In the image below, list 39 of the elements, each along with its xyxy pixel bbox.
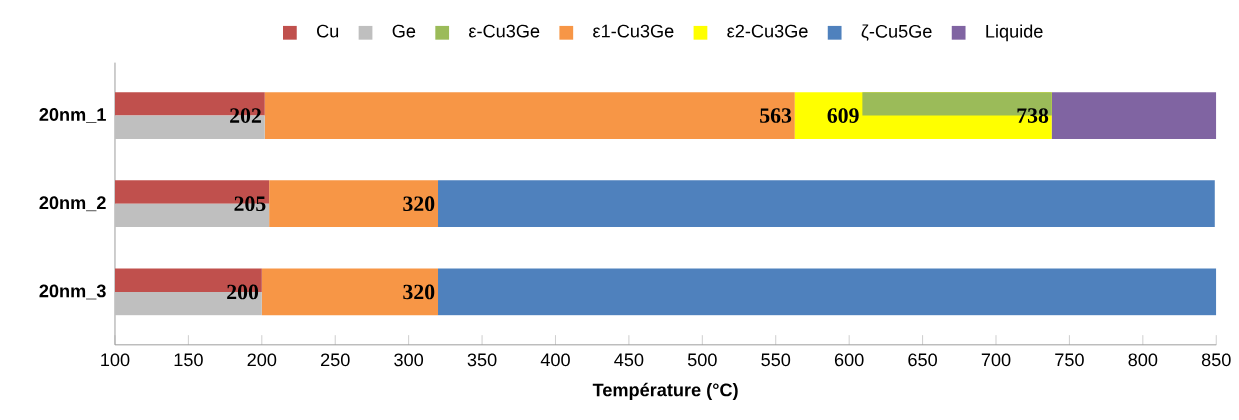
y-tick-label: 20nm_3	[39, 284, 106, 300]
annotation: 320	[403, 284, 435, 300]
bar	[438, 180, 1215, 228]
annotation: 738	[1017, 108, 1049, 123]
x-tick-label: 300	[394, 353, 424, 367]
legend-label: Liquide	[986, 24, 1043, 42]
x-tick-label: 750	[1055, 353, 1084, 367]
x-tick-label: 850	[1201, 353, 1231, 367]
x-tick-label: 800	[1128, 353, 1158, 367]
bar	[1051, 92, 1217, 139]
bar	[438, 268, 1217, 316]
bar	[261, 268, 439, 316]
legend-label: ζ-Cu5Ge	[861, 24, 932, 41]
x-axis-title: Température (°C)	[592, 382, 738, 400]
bar	[264, 92, 795, 139]
y-tick-label: 20nm_1	[39, 108, 106, 124]
legend-label: ε-Cu3Ge	[469, 24, 540, 38]
bar	[269, 180, 439, 228]
x-tick-label: 650	[908, 353, 937, 367]
x-tick-label: 100	[101, 353, 130, 367]
x-tick-label: 450	[614, 353, 644, 367]
annotation: 320	[403, 196, 435, 212]
x-tick-label: 550	[761, 353, 791, 367]
x-tick-label: 500	[687, 353, 717, 367]
x-tick-label: 400	[540, 353, 570, 367]
x-tick-label: 600	[834, 353, 864, 367]
y-tick-label: 20nm_2	[39, 196, 106, 212]
legend-label: ε2-Cu3Ge	[727, 24, 808, 38]
legend-label: ε1-Cu3Ge	[593, 24, 674, 38]
legend-label: Ge	[392, 24, 416, 38]
x-tick-label: 250	[321, 353, 350, 367]
x-tick-label: 150	[174, 353, 203, 367]
legend-label: Cu	[317, 24, 339, 38]
x-tick-label: 200	[247, 353, 277, 367]
annotation: 609	[827, 108, 859, 123]
annotation: 205	[234, 196, 266, 212]
annotation: 563	[760, 108, 792, 123]
x-tick-label: 350	[467, 353, 497, 367]
x-tick-label: 700	[981, 353, 1011, 367]
